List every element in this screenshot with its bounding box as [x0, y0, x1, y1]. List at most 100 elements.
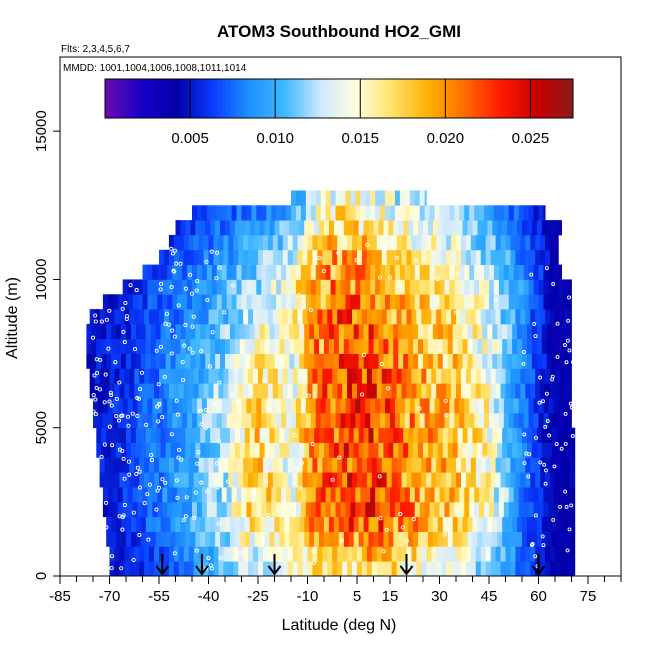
heatmap-cell	[211, 501, 218, 518]
heatmap-cell	[345, 487, 351, 503]
heatmap-cell	[315, 190, 322, 206]
heatmap-cell	[353, 338, 360, 354]
heatmap-cell	[135, 353, 142, 369]
heatmap-cell	[500, 309, 506, 325]
heatmap-cell	[517, 442, 523, 458]
heatmap-cell	[320, 398, 327, 414]
heatmap-cell	[385, 487, 391, 503]
heatmap-cell	[277, 368, 284, 384]
heatmap-cell	[358, 353, 364, 369]
heatmap-cell	[267, 546, 274, 562]
heatmap-cell	[538, 398, 544, 414]
heatmap-cell	[106, 323, 112, 340]
heatmap-cell	[424, 398, 430, 414]
heatmap-cell	[543, 264, 549, 280]
heatmap-cell	[540, 368, 546, 384]
heatmap-cell	[398, 338, 404, 354]
sample-point	[361, 352, 366, 357]
heatmap-cell	[568, 279, 572, 295]
sample-point	[191, 314, 196, 319]
sample-point	[158, 281, 164, 286]
heatmap-cell	[286, 264, 292, 280]
sample-point	[184, 495, 189, 500]
heatmap-cell	[140, 442, 147, 458]
heatmap-cell	[447, 531, 454, 547]
heatmap-cell	[220, 353, 226, 369]
colorbar-segment	[132, 79, 137, 118]
heatmap-cell	[457, 338, 463, 354]
heatmap-cell	[319, 531, 325, 547]
heatmap-cell	[205, 323, 211, 340]
sample-point	[123, 300, 128, 306]
heatmap-cell	[464, 294, 470, 310]
heatmap-cell	[487, 353, 493, 369]
sample-point	[215, 461, 220, 466]
heatmap-cell	[102, 294, 109, 310]
sample-point	[205, 489, 210, 494]
heatmap-cell	[266, 501, 272, 518]
heatmap-cell	[332, 546, 338, 562]
sample-point	[121, 456, 126, 461]
heatmap-cell	[272, 383, 279, 399]
heatmap-cell	[154, 561, 160, 577]
heatmap-cell	[520, 383, 526, 399]
heatmap-cell	[324, 323, 330, 340]
heatmap-cell	[479, 294, 485, 310]
heatmap-cell	[518, 398, 525, 414]
heatmap-cell	[309, 427, 315, 443]
heatmap-cell	[406, 472, 412, 488]
heatmap-cell	[355, 294, 361, 310]
heatmap-cell	[555, 309, 561, 325]
heatmap-cell	[386, 249, 393, 265]
heatmap-cell	[413, 338, 419, 354]
heatmap-cell	[418, 516, 424, 532]
heatmap-cell	[371, 309, 378, 325]
heatmap-cell	[254, 338, 261, 354]
heatmap-cell	[309, 338, 315, 354]
heatmap-cell	[225, 220, 231, 236]
heatmap-cell	[427, 531, 434, 547]
heatmap-cell	[490, 546, 496, 562]
sample-point	[526, 474, 531, 479]
heatmap-cell	[490, 309, 496, 325]
heatmap-cell	[371, 383, 378, 399]
heatmap-cell	[229, 427, 236, 443]
heatmap-cell	[446, 561, 452, 577]
heatmap-cell	[221, 487, 228, 503]
heatmap-cell	[406, 234, 412, 251]
heatmap-cell	[530, 234, 536, 251]
heatmap-cell	[520, 472, 526, 488]
heatmap-cell	[470, 309, 477, 325]
heatmap-cell	[416, 457, 422, 473]
heatmap-cell	[168, 249, 175, 265]
heatmap-cell	[399, 279, 406, 295]
colorbar-segment	[502, 79, 508, 118]
heatmap-cell	[368, 531, 374, 547]
heatmap-cell	[396, 249, 402, 265]
heatmap-cell	[571, 442, 576, 458]
heatmap-cell	[195, 427, 201, 443]
heatmap-cell	[244, 516, 251, 532]
heatmap-cell	[310, 205, 317, 221]
heatmap-cell	[497, 531, 503, 547]
colorbar-segment	[456, 79, 461, 118]
sample-point	[126, 423, 131, 428]
heatmap-cell	[414, 205, 421, 221]
colorbar-segment	[506, 79, 512, 118]
heatmap-cell	[289, 516, 295, 532]
heatmap-cell	[531, 516, 538, 532]
heatmap-cell	[553, 398, 559, 414]
heatmap-cell	[467, 516, 473, 532]
heatmap-cell	[324, 531, 330, 547]
heatmap-cell	[396, 309, 402, 325]
heatmap-cell	[408, 442, 414, 458]
heatmap-cell	[223, 234, 229, 251]
heatmap-cell	[424, 264, 430, 280]
heatmap-cell	[451, 234, 457, 251]
heatmap-cell	[380, 294, 386, 310]
heatmap-cell	[324, 338, 330, 354]
heatmap-cell	[437, 531, 444, 547]
heatmap-cell	[130, 338, 137, 354]
heatmap-cell	[196, 398, 203, 414]
heatmap-cell	[508, 412, 515, 429]
